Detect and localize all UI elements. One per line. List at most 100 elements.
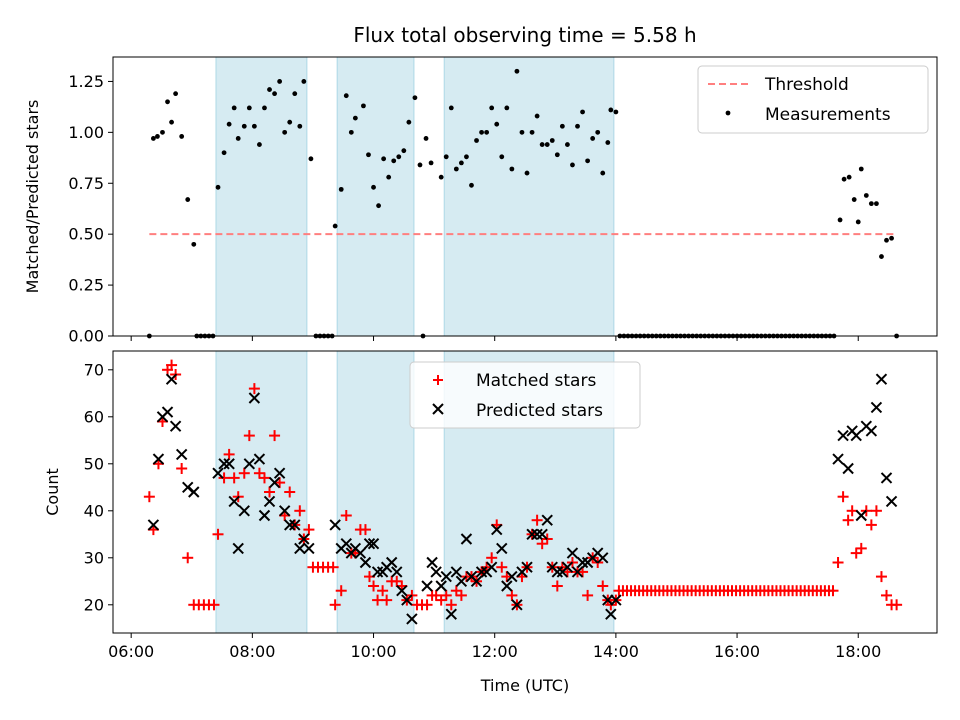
predicted-star-point xyxy=(506,570,518,583)
predicted-star-point xyxy=(531,528,543,541)
matched-star-point xyxy=(832,557,844,568)
measurement-point xyxy=(272,91,277,97)
bottom-legend: Matched stars Predicted stars xyxy=(409,361,641,429)
matched-star-point xyxy=(891,599,903,611)
matched-star-point xyxy=(837,491,849,503)
measurement-point xyxy=(458,160,464,166)
top-shaded-spans xyxy=(215,56,615,337)
matched-star-point xyxy=(870,505,882,517)
measurement-point xyxy=(401,148,407,154)
measurement-point xyxy=(251,123,257,129)
predicted-star-point xyxy=(870,401,883,414)
predicted-star-point xyxy=(406,613,418,625)
predicted-star-point xyxy=(329,519,341,531)
predicted-star-point xyxy=(165,373,178,385)
matched-star-point xyxy=(846,505,858,517)
predicted-star-point xyxy=(491,523,503,536)
predicted-star-point xyxy=(435,580,447,592)
measurement-point xyxy=(479,129,484,135)
x-tick-label: 06:00 xyxy=(108,642,154,661)
predicted-star-point xyxy=(501,580,513,592)
matched-star-point xyxy=(253,467,265,479)
measurement-point xyxy=(524,170,530,176)
measurement-point xyxy=(412,95,418,101)
predicted-star-point xyxy=(354,547,367,559)
predicted-star-point xyxy=(391,566,403,578)
top-axes-frame xyxy=(112,56,938,337)
measurement-point xyxy=(215,184,221,190)
measurement-point xyxy=(504,105,510,111)
predicted-star-point xyxy=(175,448,188,461)
top-shaded-span xyxy=(443,56,615,337)
measurement-point xyxy=(155,134,160,139)
predicted-star-point xyxy=(258,509,271,522)
predicted-star-point xyxy=(385,556,398,569)
matched-star-point xyxy=(238,467,250,479)
predicted-star-point xyxy=(460,533,473,545)
matched-star-point xyxy=(536,538,548,550)
bottom-x-ticks: 06:00 08:00 10:00 12:00 14:00 16:00 18:00 xyxy=(108,633,881,661)
measurement-point xyxy=(262,105,267,111)
measurement-point xyxy=(221,150,227,156)
measurement-point xyxy=(580,109,585,115)
predicted-star-point xyxy=(340,537,352,550)
measurement-point xyxy=(585,158,591,164)
matched-star-point xyxy=(391,575,403,587)
measurement-point xyxy=(343,93,349,99)
measurement-point xyxy=(338,186,344,192)
predicted-star-point xyxy=(303,542,315,555)
measurement-point xyxy=(549,138,555,143)
measurement-point xyxy=(391,158,397,164)
top-legend-box xyxy=(697,65,929,134)
matched-star-point xyxy=(450,585,462,597)
measurement-point xyxy=(863,193,869,198)
predicted-star-point xyxy=(536,528,548,541)
measurement-point xyxy=(173,91,179,97)
measurement-point xyxy=(554,152,560,158)
predicted-star-point xyxy=(298,533,310,545)
matched-star-point xyxy=(248,383,260,395)
predicted-star-point xyxy=(232,542,244,555)
measurement-point xyxy=(608,107,614,113)
bottom-panel: 20 30 40 50 60 70 06:00 08:00 10:00 12:00 14:00 16… xyxy=(43,350,938,695)
measurement-point xyxy=(484,129,490,135)
predicted-star-point xyxy=(842,462,854,475)
legend-predicted-label: Predicted stars xyxy=(476,401,603,421)
measurement-point xyxy=(348,129,354,135)
measurement-point xyxy=(308,156,314,162)
predicted-star-point xyxy=(470,575,483,588)
predicted-star-point xyxy=(401,594,413,606)
predicted-star-point xyxy=(228,495,240,508)
predicted-star-point xyxy=(152,453,165,465)
predicted-star-point xyxy=(850,429,862,442)
matched-star-point xyxy=(269,430,281,442)
measurement-point xyxy=(376,203,381,209)
bottom-y-axis-label: Count xyxy=(43,468,62,516)
predicted-star-point xyxy=(161,406,174,418)
legend-predicted-swatch xyxy=(432,403,444,415)
matched-star-point xyxy=(440,589,452,601)
measurement-point xyxy=(499,154,505,160)
legend-matched-swatch xyxy=(433,375,443,385)
x-tick-label: 18:00 xyxy=(835,642,881,661)
measurement-point xyxy=(855,219,861,225)
x-tick-label: 16:00 xyxy=(714,642,760,661)
predicted-star-point xyxy=(610,594,622,606)
predicted-star-point xyxy=(475,566,488,578)
bottom-y-tick-label: 50 xyxy=(84,454,104,473)
measurement-point xyxy=(406,119,412,125)
measurement-point xyxy=(423,136,429,141)
predicted-star-point xyxy=(367,537,380,550)
top-y-tick-label: 0.50 xyxy=(68,225,104,244)
measurement-point xyxy=(590,136,596,141)
matched-star-point xyxy=(329,599,341,611)
predicted-star-point xyxy=(396,584,408,597)
predicted-star-point xyxy=(880,472,893,484)
predicted-star-point xyxy=(561,561,574,573)
matched-star-point xyxy=(855,542,867,554)
predicted-star-point xyxy=(566,547,579,559)
measurement-point xyxy=(509,166,515,172)
top-y-tick-label: 1.00 xyxy=(68,123,104,142)
predicted-star-point xyxy=(496,542,508,555)
x-tick-label: 08:00 xyxy=(229,642,275,661)
